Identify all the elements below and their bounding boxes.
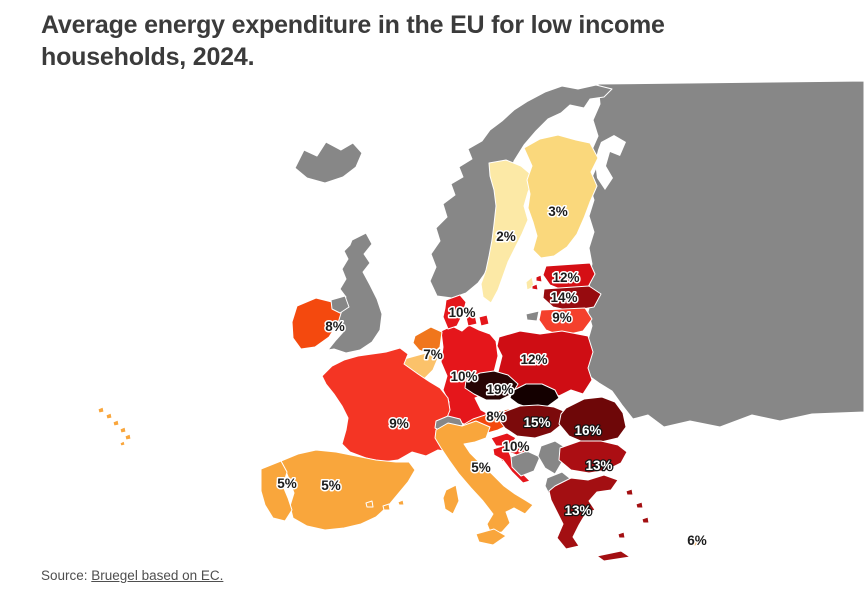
country-denmark xyxy=(465,314,478,327)
country-portugal xyxy=(260,460,293,522)
country-cyprus xyxy=(685,537,708,547)
country-greece xyxy=(548,474,619,550)
country-portugal xyxy=(105,412,113,420)
country-netherlands xyxy=(412,326,443,356)
country-portugal xyxy=(124,433,132,441)
country-greece xyxy=(641,516,650,524)
country-greece xyxy=(596,550,631,562)
value-label-estonia: 12% xyxy=(552,270,579,285)
value-label-netherlands: 7% xyxy=(423,347,443,362)
country-kaliningrad xyxy=(525,310,540,322)
country-hungary xyxy=(498,404,567,439)
country-spain xyxy=(280,449,416,531)
country-east xyxy=(571,80,864,428)
country-portugal xyxy=(97,406,105,414)
value-label-croatia: 10% xyxy=(502,439,529,454)
country-italy xyxy=(434,420,534,535)
country-romania xyxy=(558,396,627,443)
value-label-hungary: 15% xyxy=(523,415,550,430)
value-label-ireland: 8% xyxy=(325,319,345,334)
value-label-finland: 3% xyxy=(548,204,568,219)
value-label-latvia: 14% xyxy=(550,290,577,305)
value-label-poland: 12% xyxy=(520,352,547,367)
country-denmark xyxy=(442,294,467,330)
country-germany xyxy=(440,324,499,427)
country-greece xyxy=(625,488,634,496)
country-whitesea xyxy=(595,135,626,190)
value-label-cyprus: 6% xyxy=(687,533,707,548)
country-uk xyxy=(327,232,383,354)
value-label-austria: 8% xyxy=(486,409,506,424)
source-link[interactable]: Bruegel based on EC. xyxy=(91,568,224,583)
country-bosnia xyxy=(510,450,541,477)
country-portugal xyxy=(112,419,120,427)
country-spain xyxy=(382,503,391,511)
value-label-sweden: 2% xyxy=(496,229,516,244)
value-label-spain: 5% xyxy=(321,478,341,493)
country-slovenia xyxy=(490,432,517,447)
country-greece xyxy=(635,501,644,509)
country-italy xyxy=(442,484,460,515)
value-label-france: 9% xyxy=(389,416,409,431)
country-nireland xyxy=(330,295,350,314)
country-italy xyxy=(475,528,507,546)
value-label-lithuania: 9% xyxy=(552,310,572,325)
country-estonia xyxy=(531,283,539,291)
page-title: Average energy expenditure in the EU for… xyxy=(41,11,665,71)
country-spain xyxy=(365,500,374,508)
country-portugal xyxy=(119,440,126,447)
value-label-romania: 16% xyxy=(574,423,601,438)
value-label-italy: 5% xyxy=(471,460,491,475)
source-prefix: Source: xyxy=(41,568,92,583)
value-label-denmark: 10% xyxy=(448,305,475,320)
country-slovakia xyxy=(509,383,560,410)
country-estonia xyxy=(535,274,543,283)
country-iceland xyxy=(294,141,363,184)
value-label-portugal: 5% xyxy=(277,476,297,491)
country-serbia xyxy=(537,440,567,475)
country-spain xyxy=(397,499,405,506)
value-label-greece: 13% xyxy=(564,503,591,518)
country-finland xyxy=(523,134,599,259)
country-ireland xyxy=(291,297,343,350)
country-bulgaria xyxy=(558,440,628,474)
value-label-bulgaria: 13% xyxy=(585,458,612,473)
country-denmark xyxy=(478,314,490,327)
country-greece xyxy=(617,531,626,539)
country-portugal xyxy=(119,426,127,434)
source-line: Source: Bruegel based on EC. xyxy=(41,568,223,583)
value-label-czechia: 19% xyxy=(486,382,513,397)
value-label-germany: 10% xyxy=(450,369,477,384)
